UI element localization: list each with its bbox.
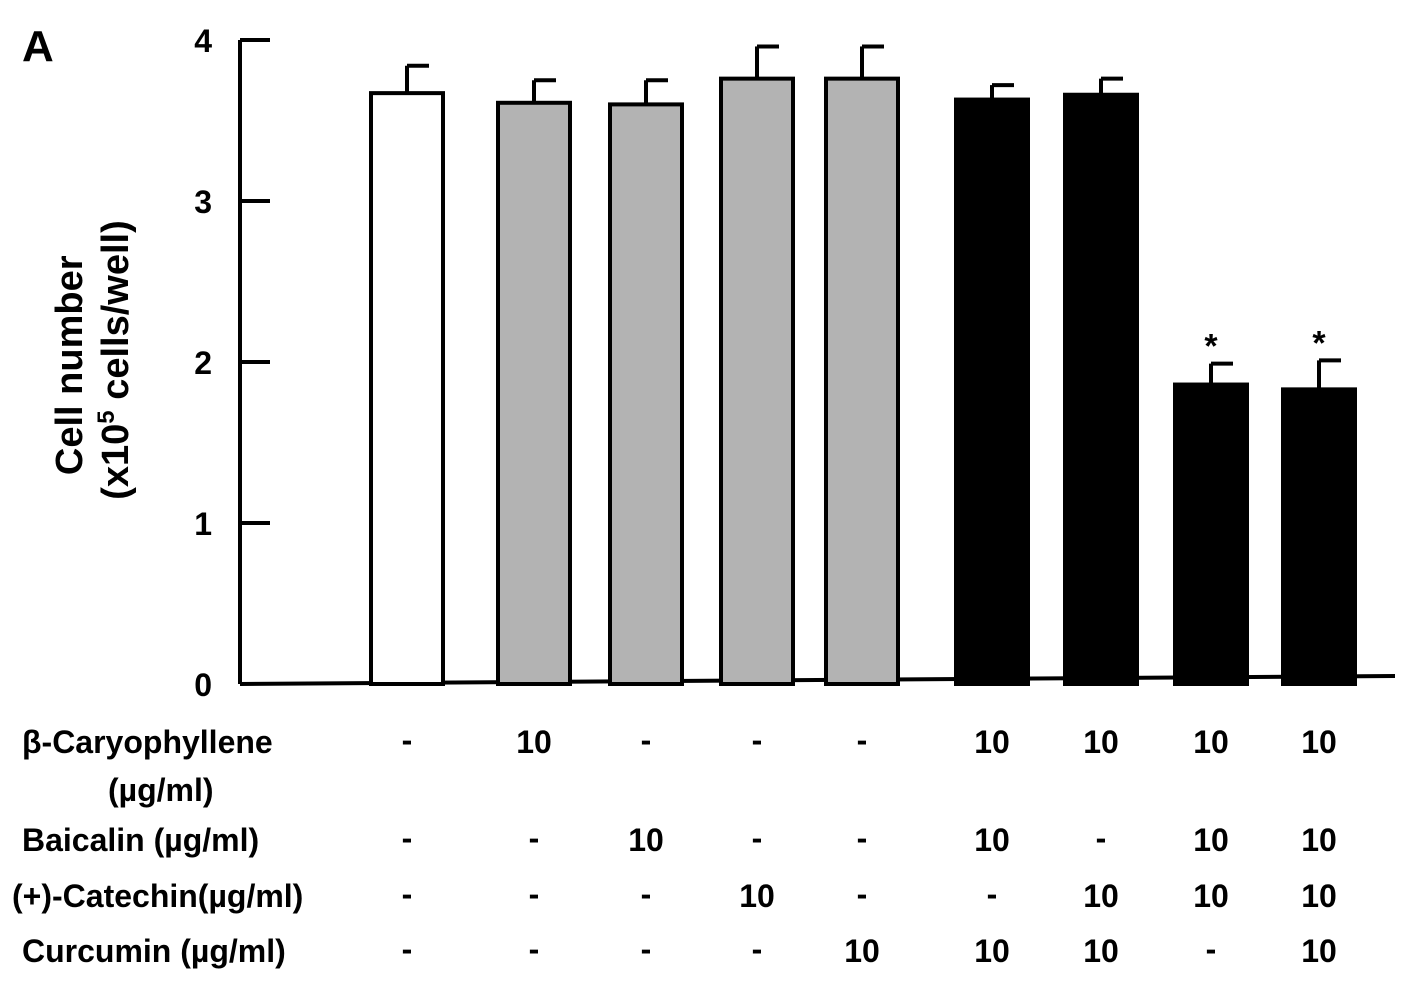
treatment-cell: 10 xyxy=(1193,822,1229,858)
y-axis-label: Cell number (x105 cells/well) xyxy=(49,220,137,500)
bar xyxy=(608,102,684,686)
treatment-cell: - xyxy=(751,722,763,758)
treatment-cell: - xyxy=(1095,820,1107,856)
treatment-cell: - xyxy=(528,931,540,967)
bar xyxy=(369,91,445,686)
treatment-cell: - xyxy=(528,876,540,912)
y-tick-label: 0 xyxy=(194,667,212,700)
treatment-cell: - xyxy=(751,820,763,856)
treatment-cell: 10 xyxy=(628,822,664,858)
treatment-cell: - xyxy=(401,820,413,856)
treatment-cell: - xyxy=(640,722,652,758)
treatment-cell: 10 xyxy=(1083,878,1119,914)
panel-label: A xyxy=(22,22,54,71)
treatment-cell: 10 xyxy=(1193,878,1229,914)
treatment-cell: 10 xyxy=(1193,724,1229,760)
treatment-cell: - xyxy=(401,931,413,967)
treatment-cell: - xyxy=(528,820,540,856)
significance-marker: * xyxy=(1312,324,1326,362)
treatment-cell: 10 xyxy=(1301,724,1337,760)
treatment-cell: 10 xyxy=(1301,933,1337,969)
treatment-cell: - xyxy=(1205,931,1217,967)
y-tick-label: 1 xyxy=(194,506,212,542)
treatment-cell: - xyxy=(640,931,652,967)
bar xyxy=(1281,387,1357,686)
treatment-cell: - xyxy=(401,876,413,912)
treatment-cell: - xyxy=(856,722,868,758)
bar-series: * * xyxy=(369,44,1357,687)
treatment-cell: 10 xyxy=(974,822,1010,858)
treatment-cell: 10 xyxy=(1083,933,1119,969)
treatment-label: Baicalin (µg/ml) xyxy=(22,822,260,858)
treatment-cell: - xyxy=(986,876,998,912)
bar xyxy=(719,76,795,686)
bar xyxy=(496,100,572,687)
y-tick-label: 4 xyxy=(194,23,212,59)
bar xyxy=(1063,92,1139,687)
y-tick-label: 2 xyxy=(194,345,212,381)
significance-marker: * xyxy=(1204,328,1218,366)
bar xyxy=(1173,382,1249,686)
bar xyxy=(824,76,900,686)
treatment-cell: - xyxy=(856,820,868,856)
treatment-cell: 10 xyxy=(844,933,880,969)
treatment-cell: - xyxy=(856,876,868,912)
y-tick-label: 3 xyxy=(194,184,212,220)
treatment-cell: - xyxy=(401,722,413,758)
bar xyxy=(954,97,1030,686)
treatment-cell: - xyxy=(640,876,652,912)
treatment-label: (+)-Catechin(µg/ml) xyxy=(12,878,304,914)
treatment-cell: 10 xyxy=(1301,822,1337,858)
treatment-cell: 10 xyxy=(516,724,552,760)
treatment-label: Curcumin (µg/ml) xyxy=(22,933,286,969)
treatment-cell: - xyxy=(751,931,763,967)
treatment-cell: 10 xyxy=(974,933,1010,969)
treatment-cell: 10 xyxy=(974,724,1010,760)
treatment-cell: 10 xyxy=(1083,724,1119,760)
treatment-cell: 10 xyxy=(1301,878,1337,914)
treatment-label-unit: (µg/ml) xyxy=(108,772,214,808)
treatment-cell: 10 xyxy=(739,878,775,914)
treatment-label: β-Caryophyllene xyxy=(22,724,273,760)
